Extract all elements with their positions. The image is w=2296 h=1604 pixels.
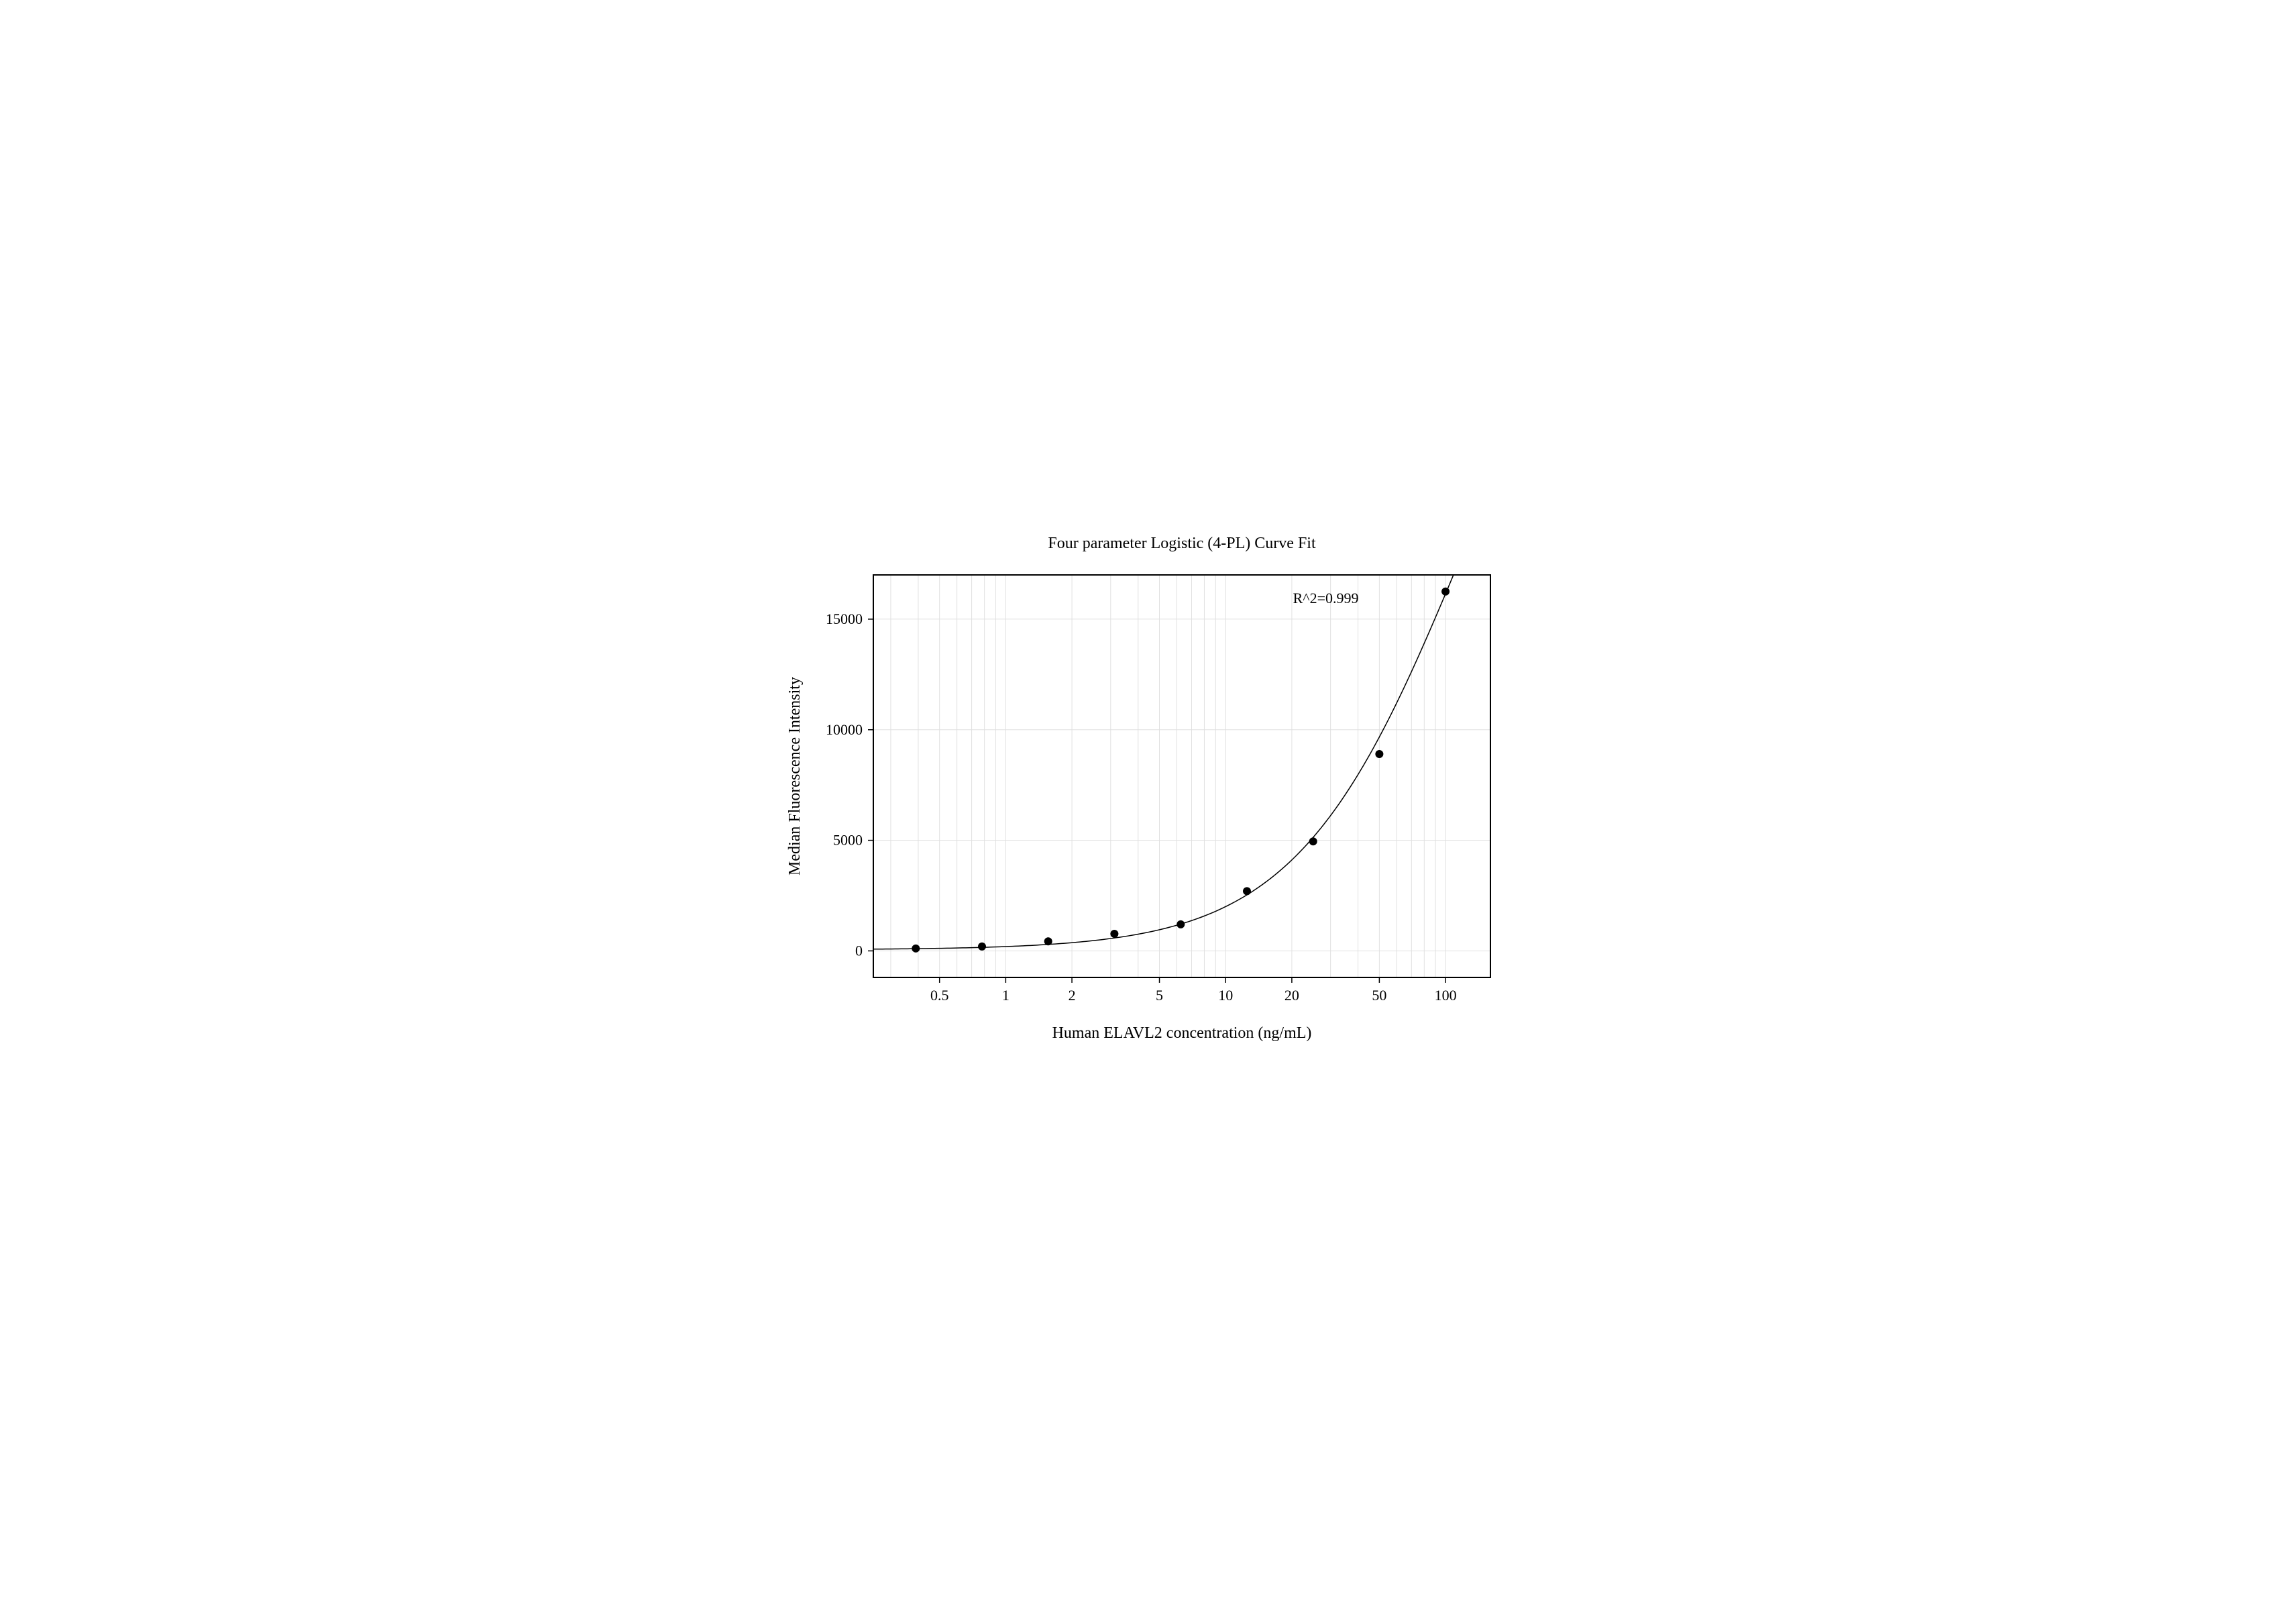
chart-container: 0.5 1 2 5 10 20 50 100 0 5000 10000 15000 Four param… — [746, 521, 1551, 1083]
x-tick-label: 1 — [1001, 987, 1009, 1004]
y-tick-label: 10000 — [826, 720, 863, 737]
data-point — [1110, 930, 1118, 938]
data-point — [1309, 837, 1317, 845]
y-axis-label: Median Fluorescence Intensity — [786, 677, 804, 875]
chart-svg: 0.5 1 2 5 10 20 50 100 0 5000 10000 15000 Four param… — [746, 521, 1551, 1083]
x-tick-label: 100 — [1434, 987, 1456, 1004]
data-point — [978, 942, 986, 950]
x-tick-label: 50 — [1372, 987, 1386, 1004]
y-tick-label: 15000 — [826, 610, 863, 627]
chart-title: Four parameter Logistic (4-PL) Curve Fit — [1048, 535, 1316, 552]
data-point — [1441, 587, 1450, 595]
r-squared-annotation: R^2=0.999 — [1293, 590, 1358, 606]
data-point — [912, 944, 920, 952]
x-tick-label: 0.5 — [930, 987, 948, 1004]
data-point — [1243, 887, 1251, 895]
data-point — [1044, 937, 1052, 945]
y-tick-label: 5000 — [833, 831, 863, 848]
data-point — [1375, 750, 1383, 758]
data-point — [1177, 920, 1185, 928]
x-tick-label: 2 — [1068, 987, 1075, 1004]
y-tick-label: 0 — [855, 942, 863, 959]
x-tick-label: 20 — [1284, 987, 1299, 1004]
x-tick-label: 10 — [1218, 987, 1233, 1004]
x-axis-label: Human ELAVL2 concentration (ng/mL) — [1052, 1024, 1311, 1042]
x-tick-label: 5 — [1156, 987, 1163, 1004]
